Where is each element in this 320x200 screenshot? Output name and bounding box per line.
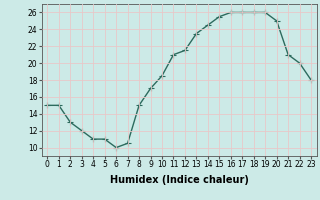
X-axis label: Humidex (Indice chaleur): Humidex (Indice chaleur): [110, 175, 249, 185]
